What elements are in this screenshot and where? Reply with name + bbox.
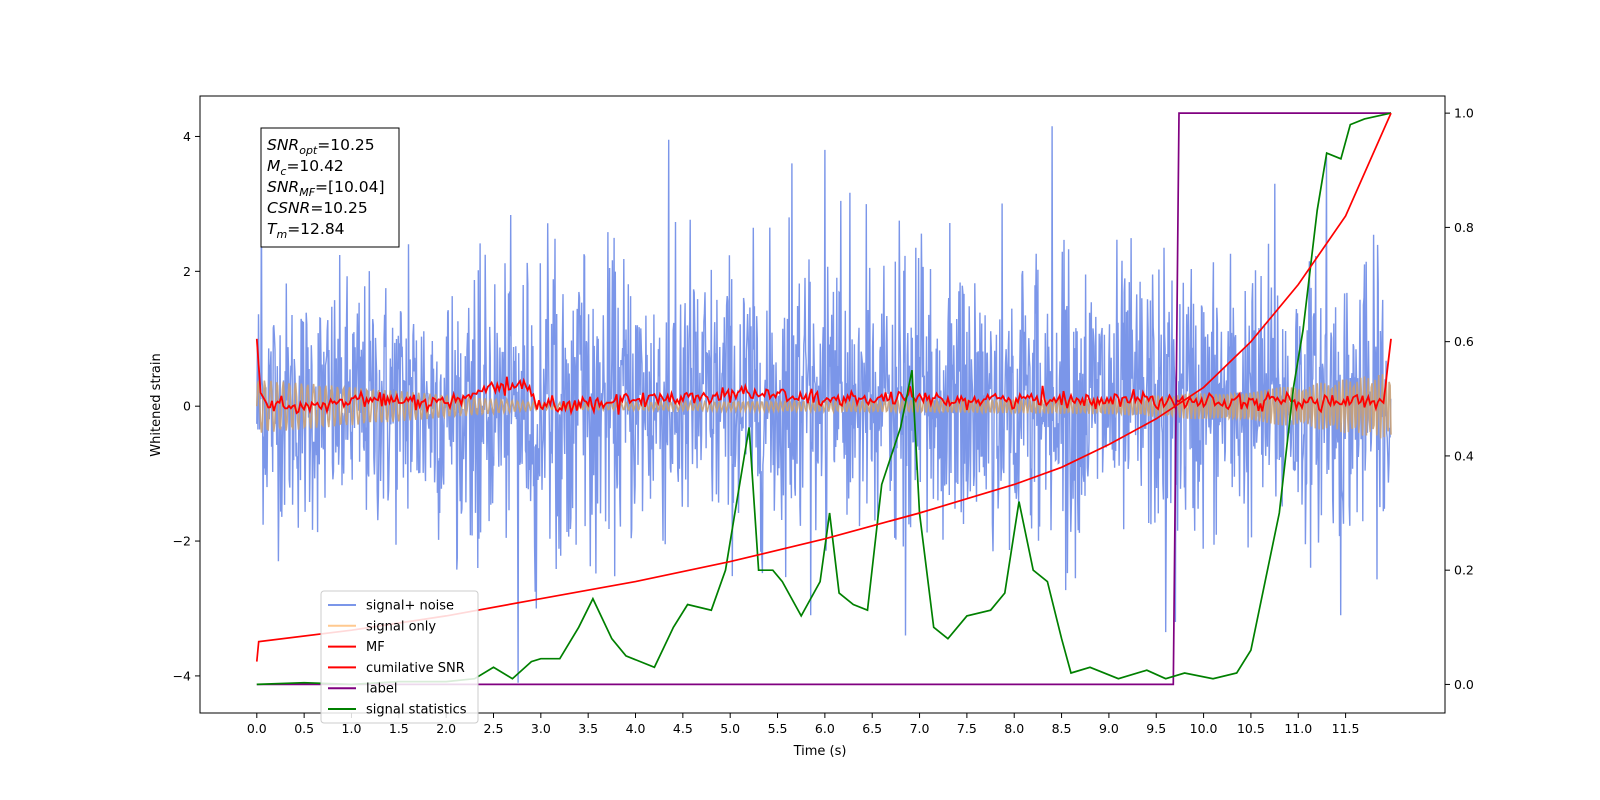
series-signal-only-line (256, 374, 1392, 439)
x-tick-label: 3.5 (578, 721, 598, 736)
annotation-symbol: M (267, 157, 280, 175)
annotation-symbol: SNR (267, 178, 299, 196)
x-tick-label: 4.0 (626, 721, 646, 736)
annotation-frame (260, 127, 400, 248)
annotation-symbol: T (267, 220, 278, 238)
annotation-value: =12.84 (287, 220, 344, 238)
plot-frame (199, 95, 1446, 714)
x-tick-label: 0.0 (247, 721, 267, 736)
x-tick-label: 7.0 (910, 721, 930, 736)
y-left-tick-label: 4 (183, 129, 191, 144)
x-tick-label: 11.0 (1284, 721, 1312, 736)
y-right-tick-label: 0.0 (1454, 677, 1474, 692)
y-right-tick-label: 1.0 (1454, 106, 1474, 121)
x-tick-label: 1.5 (389, 721, 409, 736)
x-tick-label: 5.0 (720, 721, 740, 736)
legend-label: signal statistics (366, 703, 467, 718)
x-tick-label: 8.0 (1004, 721, 1024, 736)
legend-label: signal+ noise (366, 599, 454, 614)
y-right-tick-label: 0.8 (1454, 220, 1474, 235)
annotation-symbol: SNR (267, 136, 299, 154)
y-left-tick-label: −2 (173, 534, 191, 549)
x-axis-ticks: 0.0 0.5 1.0 1.5 2.0 2.5 3.0 3.5 4.0 4.5 5.0 5.5 6.0 6… (247, 713, 1360, 736)
x-tick-label: 7.5 (957, 721, 977, 736)
series-label-line (256, 112, 1391, 686)
x-tick-label: 9.5 (1146, 721, 1166, 736)
x-tick-label: 2.5 (484, 721, 504, 736)
annotation-value: =10.25 (317, 136, 374, 154)
y-right-tick-label: 0.6 (1454, 334, 1474, 349)
annotation-symbol: CSNR (267, 199, 310, 217)
x-axis-label: Time (s) (793, 744, 847, 759)
annotation-value: =[10.04] (315, 178, 384, 196)
annotation-line: CSNR=10.25 (267, 199, 368, 217)
legend-label: label (366, 682, 397, 697)
x-tick-label: 4.5 (673, 721, 693, 736)
x-tick-label: 6.0 (815, 721, 835, 736)
x-tick-label: 6.5 (862, 721, 882, 736)
y-right-tick-label: 0.2 (1454, 563, 1474, 578)
annotation-value: =10.42 (286, 157, 343, 175)
annotation-line: Mc=10.42 (267, 157, 344, 178)
x-tick-label: 11.5 (1332, 721, 1360, 736)
annotation-line: SNRopt=10.25 (267, 136, 375, 157)
y-left-tick-label: 0 (183, 399, 191, 414)
y-right-tick-label: 0.4 (1454, 448, 1474, 463)
legend-label: signal only (366, 619, 436, 634)
legend: signal+ noise signal only MF cumilative SNR… (320, 590, 479, 724)
y-axis-right-ticks: 1.0 0.8 0.6 0.4 0.2 0.0 (1445, 106, 1474, 692)
y-axis-left-ticks: 4 2 0 −2 −4 (173, 129, 200, 683)
annotation-subscript: m (276, 228, 287, 241)
series-mf-line (255, 338, 1392, 416)
annotation-line: Tm=12.84 (267, 220, 345, 241)
x-tick-label: 9.0 (1099, 721, 1119, 736)
legend-label: MF (366, 640, 385, 655)
y-left-tick-label: −4 (173, 668, 191, 683)
x-tick-label: 1.0 (342, 721, 362, 736)
series-signal-statistics-line (256, 112, 1392, 686)
annotation-box: SNRopt=10.25Mc=10.42SNRMF=[10.04]CSNR=10… (260, 127, 400, 248)
y-axis-label: Whitened strain (149, 353, 164, 456)
annotation-subscript: opt (299, 144, 318, 157)
annotation-subscript: MF (299, 186, 315, 199)
x-tick-label: 8.5 (1052, 721, 1072, 736)
y-left-tick-label: 2 (183, 264, 191, 279)
series-layer (255, 112, 1392, 686)
annotation-subscript: c (280, 165, 286, 178)
legend-frame (320, 590, 479, 724)
x-tick-label: 0.5 (294, 721, 314, 736)
x-tick-label: 5.5 (768, 721, 788, 736)
x-tick-label: 3.0 (531, 721, 551, 736)
annotation-line: SNRMF=[10.04] (267, 178, 385, 199)
x-tick-label: 10.5 (1237, 721, 1265, 736)
annotation-value: =10.25 (310, 199, 367, 217)
x-tick-label: 10.0 (1190, 721, 1218, 736)
legend-label: cumilative SNR (366, 661, 465, 676)
x-tick-label: 2.0 (436, 721, 456, 736)
